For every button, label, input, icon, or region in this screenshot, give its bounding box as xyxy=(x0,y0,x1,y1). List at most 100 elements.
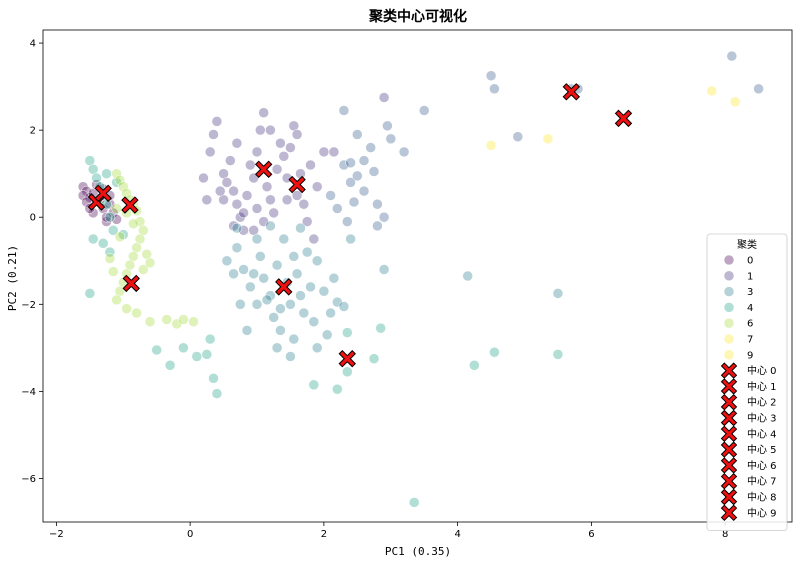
data-point-cluster-1 xyxy=(221,177,233,188)
data-point-cluster-4 xyxy=(552,288,564,299)
cluster-center-marker-3 xyxy=(288,175,306,194)
data-point-cluster-6 xyxy=(84,288,96,299)
data-point-cluster-6 xyxy=(107,225,119,236)
x-tick-label: 0 xyxy=(187,529,193,540)
data-point-cluster-6 xyxy=(368,353,380,364)
data-point-cluster-3 xyxy=(485,70,497,81)
legend-marker-center-9 xyxy=(720,504,738,522)
data-point-cluster-4 xyxy=(311,255,323,267)
legend-marker-cluster-0 xyxy=(723,254,735,266)
data-point-cluster-7 xyxy=(144,257,156,269)
data-point-cluster-6 xyxy=(489,346,500,358)
legend-label-center-9: 中心 9 xyxy=(747,506,777,519)
data-point-cluster-3 xyxy=(368,166,380,177)
data-point-cluster-4 xyxy=(261,294,273,306)
cluster-center-marker-2 xyxy=(94,184,112,202)
data-point-cluster-4 xyxy=(278,233,290,245)
data-point-cluster-1 xyxy=(265,194,276,206)
data-point-cluster-3 xyxy=(726,50,738,62)
data-point-cluster-3 xyxy=(372,220,383,232)
legend-marker-center-4 xyxy=(720,425,738,443)
data-point-cluster-6 xyxy=(342,366,353,378)
legend-marker-cluster-3 xyxy=(723,286,735,297)
data-point-cluster-4 xyxy=(238,264,249,275)
x-tick-label: 6 xyxy=(588,529,594,540)
data-point-cluster-6 xyxy=(151,344,162,356)
data-point-cluster-6 xyxy=(469,360,480,371)
data-point-cluster-4 xyxy=(221,255,233,267)
data-point-cluster-1 xyxy=(278,151,290,162)
legend-marker-center-1 xyxy=(720,378,738,395)
cluster-center-marker-5 xyxy=(121,196,139,214)
data-point-cluster-4 xyxy=(288,333,300,345)
data-point-cluster-3 xyxy=(372,198,383,210)
data-point-cluster-1 xyxy=(241,190,253,201)
legend-label-cluster-4: 4 xyxy=(747,303,753,314)
legend-box xyxy=(706,233,788,532)
y-axis-ticks: −6 −4 −2 0 2 4 xyxy=(21,39,43,485)
data-point-cluster-0 xyxy=(101,216,112,227)
data-point-cluster-4 xyxy=(245,281,256,293)
data-point-cluster-4 xyxy=(285,299,296,310)
data-point-cluster-4 xyxy=(265,220,276,232)
data-point-cluster-3 xyxy=(352,129,363,140)
data-point-cluster-6 xyxy=(97,238,109,249)
data-point-cluster-7 xyxy=(114,174,126,186)
data-point-cluster-4 xyxy=(345,233,356,245)
data-point-cluster-6 xyxy=(552,349,564,360)
data-point-cluster-6 xyxy=(191,351,203,362)
data-point-cluster-3 xyxy=(332,203,343,214)
legend-label-cluster-7: 7 xyxy=(747,335,753,346)
data-point-cluster-3 xyxy=(489,83,500,95)
legend-marker-center-6 xyxy=(720,457,738,474)
data-point-cluster-4 xyxy=(251,299,263,310)
data-point-cluster-7 xyxy=(111,203,122,214)
data-point-cluster-7 xyxy=(121,303,132,314)
y-tick-label: −4 xyxy=(21,387,36,398)
data-point-cluster-4 xyxy=(378,264,390,275)
data-point-cluster-3 xyxy=(385,133,397,145)
legend-label-center-1: 中心 1 xyxy=(747,380,777,393)
cluster-center-marker-6 xyxy=(338,350,356,368)
data-point-cluster-4 xyxy=(268,312,279,323)
data-point-cluster-6 xyxy=(208,373,219,384)
data-point-cluster-1 xyxy=(231,198,243,210)
data-point-cluster-4 xyxy=(338,301,350,312)
data-point-cluster-9 xyxy=(729,96,741,108)
legend-marker-cluster-7 xyxy=(723,333,735,345)
data-point-cluster-4 xyxy=(265,290,276,301)
data-point-cluster-1 xyxy=(211,116,223,127)
legend-marker-center-5 xyxy=(720,441,738,458)
data-point-cluster-6 xyxy=(87,233,99,245)
legend-marker-center-7 xyxy=(720,472,738,490)
data-point-cluster-3 xyxy=(348,196,360,208)
data-point-cluster-9 xyxy=(485,140,497,151)
y-tick-label: 4 xyxy=(30,39,36,50)
cluster-center-marker-7 xyxy=(122,274,140,293)
legend-marker-center-0 xyxy=(720,362,738,379)
data-point-cluster-7 xyxy=(128,218,139,230)
legend-label-cluster-1: 1 xyxy=(747,271,753,282)
data-point-cluster-6 xyxy=(204,333,216,345)
data-point-cluster-1 xyxy=(305,159,316,171)
y-tick-label: 0 xyxy=(30,213,36,224)
data-point-cluster-1 xyxy=(201,194,213,206)
data-point-cluster-9 xyxy=(542,133,554,145)
data-point-cluster-4 xyxy=(271,259,283,271)
data-point-cluster-1 xyxy=(238,207,249,219)
data-point-cluster-7 xyxy=(161,314,172,325)
data-point-cluster-1 xyxy=(295,168,306,179)
data-point-cluster-1 xyxy=(308,233,320,245)
data-point-cluster-7 xyxy=(188,316,199,327)
data-point-cluster-1 xyxy=(231,137,243,149)
data-point-cluster-4 xyxy=(462,270,473,282)
data-point-cluster-4 xyxy=(291,268,303,280)
legend-marker-center-3 xyxy=(720,409,738,427)
legend-label-center-7: 中心 7 xyxy=(747,475,777,488)
data-point-cluster-1 xyxy=(265,124,276,136)
data-point-cluster-1 xyxy=(285,142,296,153)
legend: 聚类 0 1 3 4 6 7 9 中心 0 中心 1 中心 2 中心 3 中心 4 中心 5 中心 6 中心 … xyxy=(706,233,788,532)
data-point-cluster-4 xyxy=(248,268,259,280)
data-point-cluster-6 xyxy=(342,327,353,338)
cluster-center-marker-1 xyxy=(254,160,273,179)
